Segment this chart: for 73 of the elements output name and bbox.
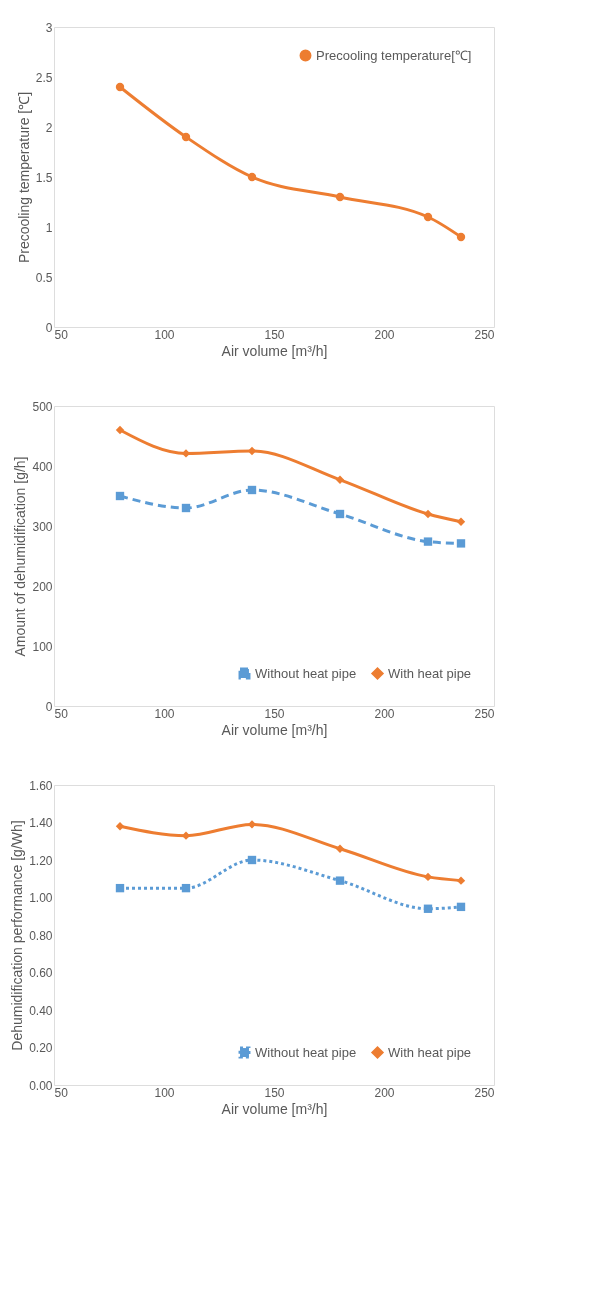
- y-tick-label: 0: [45, 320, 53, 335]
- point: [456, 232, 466, 242]
- x-tick-label: 250: [474, 327, 495, 342]
- y-tick-label: 2.5: [35, 70, 53, 85]
- y-tick-label: 200: [32, 579, 53, 594]
- y-tick-label: 2: [45, 120, 53, 135]
- y-tick-label: 1: [45, 220, 53, 235]
- point: [247, 855, 257, 865]
- x-tick-label: 100: [154, 327, 175, 342]
- point: [423, 212, 433, 222]
- point: [181, 132, 191, 142]
- x-tick-label: 150: [264, 327, 285, 342]
- y-tick-label: 3: [45, 20, 53, 35]
- x-tick-label: 200: [374, 1085, 395, 1100]
- legend-label: Without heat pipe: [255, 1044, 357, 1060]
- y-axis-title: Precooling temperature [℃]: [15, 91, 32, 264]
- x-tick-label: 100: [154, 1085, 175, 1100]
- y-tick-label: 500: [32, 399, 53, 414]
- y-tick-label: 0.00: [29, 1078, 53, 1093]
- point: [456, 539, 466, 548]
- point: [115, 883, 125, 893]
- y-tick-label: 1.20: [29, 853, 53, 868]
- point: [423, 537, 433, 546]
- x-tick-label: 100: [154, 706, 175, 721]
- y-tick-label: 1.60: [29, 778, 53, 793]
- point: [181, 503, 191, 513]
- x-tick-label: 50: [54, 706, 69, 721]
- y-tick-label: 1.5: [35, 170, 53, 185]
- x-tick-label: 250: [474, 1085, 495, 1100]
- x-axis-title: Air volume [m³/h]: [221, 342, 328, 359]
- y-tick-label: 1.40: [29, 816, 53, 830]
- legend-label: Without heat pipe: [255, 665, 357, 681]
- y-tick-label: 1.00: [29, 891, 53, 905]
- y-tick-label: 400: [32, 459, 53, 474]
- point: [115, 425, 125, 435]
- point: [181, 883, 191, 893]
- x-tick-label: 250: [474, 706, 495, 721]
- y-tick-label: 0.60: [29, 966, 53, 980]
- y-tick-label: 300: [32, 519, 53, 534]
- x-tick-label: 150: [264, 1085, 285, 1100]
- y-tick-label: 0.40: [29, 1003, 53, 1018]
- point: [335, 844, 345, 853]
- point: [335, 192, 345, 202]
- point: [115, 82, 125, 92]
- x-tick-label: 50: [54, 1085, 69, 1100]
- y-tick-label: 100: [32, 639, 53, 654]
- point: [247, 172, 257, 182]
- x-tick-label: 200: [374, 706, 395, 721]
- y-axis-title: Amount of dehumidification [g/h]: [12, 456, 29, 657]
- x-tick-label: 150: [264, 706, 285, 721]
- point: [423, 509, 433, 519]
- point: [115, 491, 125, 501]
- point: [335, 475, 345, 484]
- y-tick-label: 0: [45, 699, 53, 714]
- point: [456, 902, 466, 912]
- point: [115, 822, 125, 831]
- x-axis-title: Air volume [m³/h]: [221, 1100, 328, 1117]
- y-tick-label: 0.80: [29, 928, 53, 943]
- point: [456, 517, 466, 526]
- y-tick-label: 0.5: [35, 270, 53, 285]
- x-tick-label: 50: [54, 327, 69, 342]
- legend-label: Precooling temperature[℃]: [316, 47, 472, 63]
- y-tick-label: 0.20: [29, 1041, 53, 1055]
- point: [335, 876, 345, 885]
- legend-label: With heat pipe: [388, 1044, 472, 1060]
- x-tick-label: 200: [374, 327, 395, 342]
- y-axis-title: Dehumidification performance [g/Wh]: [9, 820, 26, 1051]
- legend-label: With heat pipe: [388, 665, 472, 681]
- x-axis-title: Air volume [m³/h]: [221, 721, 328, 738]
- point: [247, 485, 257, 495]
- point: [423, 904, 433, 913]
- point: [335, 509, 345, 519]
- point: [456, 876, 466, 885]
